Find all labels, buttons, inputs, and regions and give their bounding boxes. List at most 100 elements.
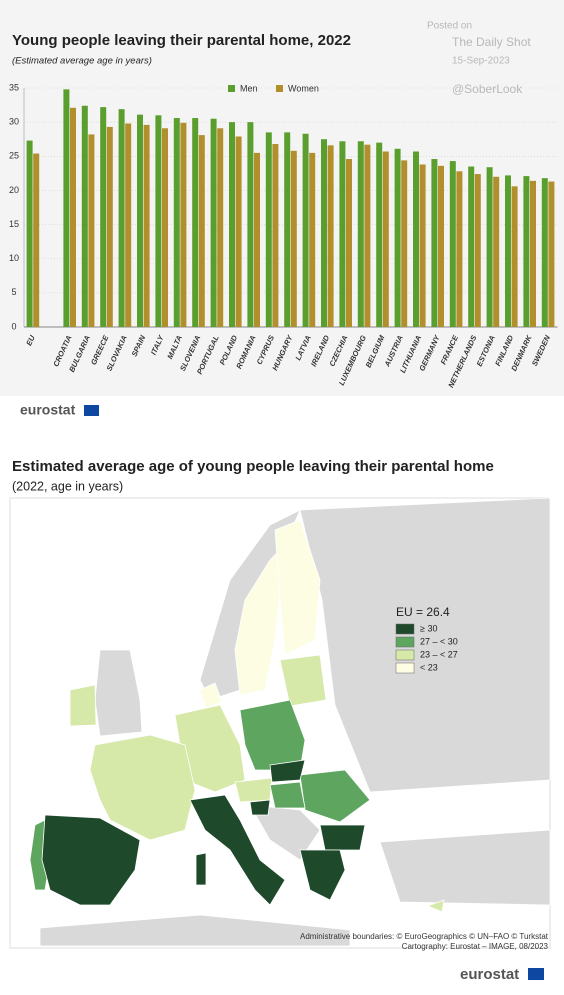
credit: Cartography: Eurostat – IMAGE, 08/2023 [402,942,549,951]
bar [284,132,291,327]
bar [321,139,327,327]
x-tick-label: EU [24,333,37,347]
bar [413,151,419,327]
bar [198,135,205,327]
bar [357,141,364,327]
bulgaria [319,824,366,851]
legend-swatch [228,85,235,92]
credit: Administrative boundaries: © EuroGeograp… [300,932,549,941]
map-legend: EU = 26.4 ≥ 30 27 – < 30 23 – < 27 < 23 [395,605,458,674]
bar [456,171,463,327]
bar [106,126,113,328]
y-tick-label: 10 [9,253,19,263]
bar [493,176,500,327]
baltics [279,654,327,707]
bar [290,150,297,327]
map-subtitle: (2022, age in years) [12,479,123,493]
bar [523,176,530,327]
chart-title: Young people leaving their parental home… [12,32,351,49]
bar [382,151,389,327]
bar [162,128,168,327]
bar [474,174,481,327]
legend-swatch [395,636,415,648]
bar [309,152,316,327]
y-tick-label: 5 [11,287,16,297]
bar [63,89,70,327]
bar [302,133,309,327]
logo: eurostat [20,402,76,418]
eu-flag [84,405,99,416]
y-tick-label: 25 [9,151,19,161]
bar [192,118,199,327]
logo: eurostat [460,966,519,983]
y-tick-label: 20 [9,185,19,195]
bar [143,124,150,327]
bar [26,140,33,327]
bar [401,160,408,327]
finland [274,519,321,656]
bar [530,180,536,327]
bar [449,161,456,327]
y-tick-label: 30 [9,117,19,127]
legend-label: ≥ 30 [420,623,437,633]
watermark: 15-Sep-2023 [452,56,510,67]
bar [486,167,493,327]
sardinia [195,852,207,886]
bar [265,132,272,327]
bar [229,122,235,328]
legend-label: < 23 [420,662,438,672]
bar [155,115,162,327]
legend-title: EU = 26.4 [396,605,450,619]
bar [511,186,518,327]
bar [364,144,371,327]
bar [548,181,555,327]
bar [125,123,132,327]
bar [217,128,224,327]
legend-swatch [395,649,415,661]
croatia [249,799,271,816]
france [89,734,196,841]
bar [137,114,143,327]
non-eu-land [249,804,321,861]
bar [431,159,438,327]
legend-label: Men [240,83,258,93]
bar [118,109,125,327]
bar [505,175,511,327]
bar [339,141,346,327]
watermark: The Daily Shot [452,35,531,49]
y-tick-label: 15 [9,219,19,229]
legend-label: 27 – < 30 [420,636,458,646]
bar [468,166,475,327]
bar [235,136,242,327]
bar [33,153,40,327]
bar [272,143,279,327]
bar [88,134,95,327]
watermark: @SoberLook [452,82,523,96]
ireland [69,684,97,727]
spain [41,814,141,906]
bar [180,122,187,327]
eu-flag [528,968,544,980]
bar [70,107,76,327]
denmark [199,682,223,709]
bar [394,148,401,327]
bar [376,142,383,327]
austria [234,777,273,803]
bar [173,118,180,327]
watermark: Posted on [427,21,472,32]
bar [327,145,334,327]
legend-label: 23 – < 27 [420,649,458,659]
sweden [234,543,286,696]
legend-swatch [276,85,283,92]
y-tick-label: 35 [9,82,19,92]
legend-label: Women [288,83,319,93]
italy [189,794,286,906]
legend-swatch [395,662,415,674]
bar [247,122,254,328]
hungary [269,781,306,809]
legend-swatch [395,623,415,635]
bar [210,118,217,327]
bar [419,164,426,327]
